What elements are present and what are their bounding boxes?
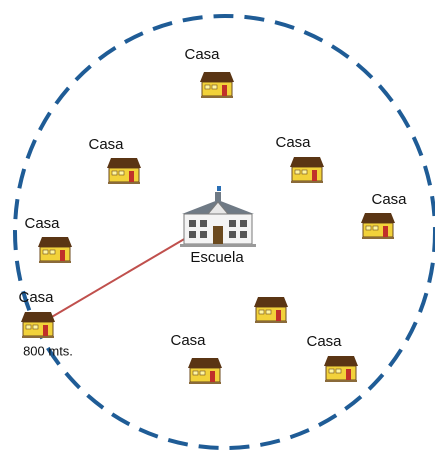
house-icon: [289, 156, 325, 184]
distance-label: 800 mts.: [23, 343, 73, 358]
house-label: Casa: [306, 333, 342, 350]
school-icon: [179, 185, 257, 248]
house-label: Casa: [18, 289, 54, 306]
house-label: Casa: [24, 215, 60, 232]
house-label: Casa: [275, 134, 311, 151]
house-icon: [199, 71, 235, 99]
house-label: Casa: [88, 136, 124, 153]
house-icon: [37, 236, 73, 264]
house-label: Casa: [371, 191, 407, 208]
house-icon: [187, 357, 223, 385]
house-icon: [20, 311, 56, 339]
house-icon: [360, 212, 396, 240]
house-label: Casa: [184, 46, 220, 63]
boundary-circle: [13, 14, 435, 450]
house-label: Casa: [170, 332, 206, 349]
house-icon: [106, 157, 142, 185]
distance-line: [49, 237, 187, 319]
house-icon: [323, 355, 359, 383]
house-icon: [253, 296, 289, 324]
school-label: Escuela: [190, 249, 244, 266]
